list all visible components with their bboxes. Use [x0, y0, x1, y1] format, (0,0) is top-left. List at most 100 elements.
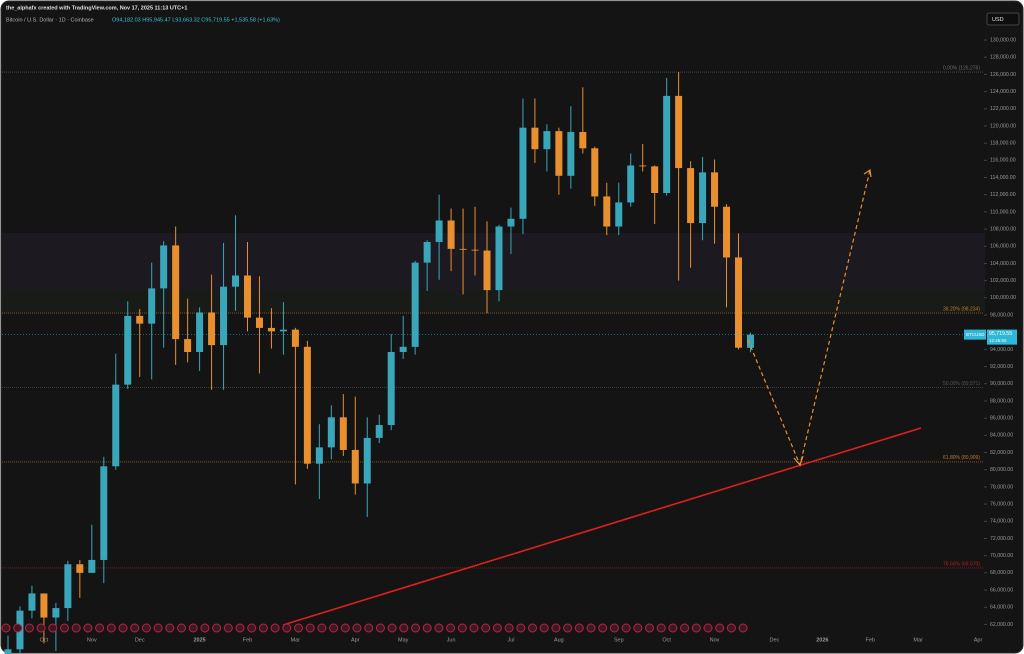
event-icon	[71, 623, 81, 633]
x-tick-label: Mar	[291, 637, 301, 643]
candle-body	[40, 593, 48, 618]
y-tick-label: 124,000.00	[990, 89, 1016, 95]
event-icon	[645, 623, 654, 633]
event-icon	[200, 623, 210, 633]
candle-body	[363, 437, 371, 484]
event-icon	[715, 623, 725, 633]
event-icon	[516, 623, 526, 633]
candle-body	[351, 449, 359, 484]
y-tick-label: 94,000.00	[990, 347, 1013, 353]
event-icon	[130, 623, 140, 633]
candle-body	[567, 131, 575, 176]
x-tick-label: 2026	[816, 637, 828, 643]
candle-body	[303, 346, 311, 464]
y-tick-label: 104,000.00	[990, 261, 1016, 267]
candle-body	[76, 564, 84, 573]
candle-body	[315, 447, 323, 464]
event-icon	[680, 623, 690, 633]
zone	[2, 233, 985, 290]
y-tick-label: 130,000.00	[990, 37, 1016, 43]
event-icon	[539, 623, 549, 633]
chart-title: the_alphafx created with TradingView.com…	[6, 5, 187, 11]
candle-body	[531, 127, 539, 150]
y-tick-label: 70,000.00	[990, 553, 1013, 559]
countdown: 12:46:55	[989, 338, 1007, 343]
candle-body	[112, 384, 120, 467]
x-tick-label: Apr	[351, 637, 360, 643]
event-icon	[457, 623, 467, 633]
y-tick-label: 106,000.00	[990, 244, 1016, 250]
event-icon	[305, 623, 315, 633]
candle-body	[148, 288, 156, 324]
event-icon	[340, 623, 350, 633]
y-tick-label: 108,000.00	[990, 226, 1016, 232]
event-icon	[422, 623, 432, 633]
x-tick-label: Jul	[507, 637, 514, 643]
event-icon	[1, 623, 11, 633]
event-icon	[165, 623, 175, 633]
event-icon	[188, 623, 198, 633]
candle-body	[339, 417, 347, 450]
event-icon	[504, 623, 514, 633]
y-tick-label: 126,000.00	[990, 72, 1016, 78]
event-icon	[375, 623, 385, 633]
event-icon	[528, 623, 537, 633]
candle-body	[663, 95, 671, 193]
event-icon	[469, 623, 479, 633]
candle-body	[232, 275, 240, 287]
event-icon	[411, 623, 420, 633]
event-icon	[294, 623, 303, 633]
y-tick-label: 74,000.00	[990, 519, 1013, 525]
y-tick-label: 98,000.00	[990, 312, 1013, 318]
x-tick-label: Jun	[447, 637, 456, 643]
y-tick-label: 86,000.00	[990, 416, 1013, 422]
currency[interactable]: USD	[992, 17, 1004, 23]
candle-body	[100, 466, 108, 560]
candle-body	[471, 249, 479, 251]
event-icon	[481, 623, 491, 633]
y-tick-label: 92,000.00	[990, 364, 1013, 370]
level-label: 78.60% (68,570)	[943, 561, 980, 567]
event-icon	[317, 623, 327, 633]
event-icon	[153, 623, 163, 633]
candle-body	[723, 206, 731, 258]
candle-body	[52, 608, 60, 618]
event-icon	[95, 623, 105, 633]
y-tick-label: 84,000.00	[990, 433, 1013, 439]
y-tick-label: 62,000.00	[990, 622, 1013, 628]
candle-body	[124, 315, 132, 385]
candle-body	[675, 95, 683, 169]
candle-body	[28, 593, 36, 611]
y-tick-label: 66,000.00	[990, 587, 1013, 593]
candle-body	[735, 257, 742, 348]
event-icon	[726, 623, 736, 633]
level-label: 0.00% (126,276)	[943, 65, 980, 71]
level-label: 61.80% (80,909)	[943, 455, 980, 461]
event-icon	[329, 623, 339, 633]
y-tick-label: 114,000.00	[990, 175, 1016, 181]
x-tick-label: Dec	[135, 637, 145, 643]
y-tick-label: 118,000.00	[990, 141, 1016, 147]
candle-body	[711, 172, 719, 207]
event-icon	[247, 623, 257, 633]
y-tick-label: 112,000.00	[990, 192, 1016, 198]
subtitle: Bitcoin / U.S. Dollar · 1D · Coinbase	[6, 17, 94, 23]
candle-body	[64, 564, 72, 609]
candle-body	[639, 165, 647, 167]
x-tick-label: Sep	[614, 637, 624, 643]
event-icon	[691, 623, 701, 633]
event-icon	[738, 623, 748, 633]
x-tick-label: 2025	[193, 637, 205, 643]
candle-body	[88, 559, 96, 573]
x-tick-label: Apr	[974, 637, 983, 643]
event-icon	[60, 623, 69, 633]
level-label: 50.00% (89,571)	[943, 381, 980, 387]
candle-body	[519, 127, 527, 219]
currency-box[interactable]	[986, 12, 1020, 26]
event-icon	[177, 623, 186, 633]
event-icon	[364, 623, 374, 633]
x-tick-label: Dec	[770, 637, 780, 643]
event-icon	[399, 623, 409, 633]
